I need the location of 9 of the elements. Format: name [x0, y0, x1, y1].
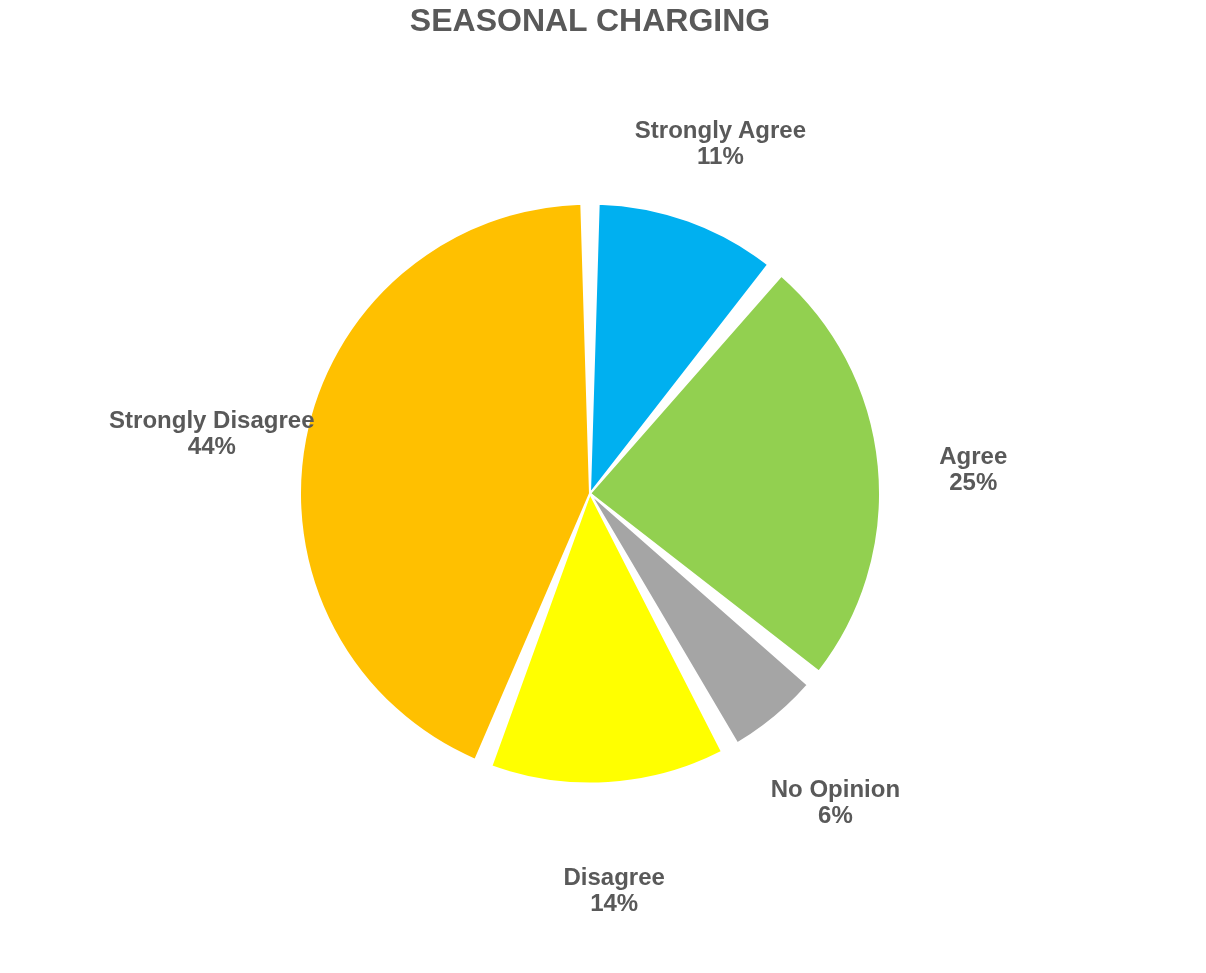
data-label: 44%	[187, 432, 236, 460]
chart-title: SEASONAL CHARGING	[409, 2, 771, 38]
data-label: 25%	[949, 468, 998, 496]
slice-label: Disagree	[563, 862, 665, 890]
data-label: 11%	[697, 142, 744, 170]
slice-label: Agree	[939, 442, 1008, 470]
data-label: 6%	[818, 801, 853, 829]
slice-label: Strongly Agree	[634, 116, 806, 144]
slice-label: No Opinion	[770, 775, 901, 803]
